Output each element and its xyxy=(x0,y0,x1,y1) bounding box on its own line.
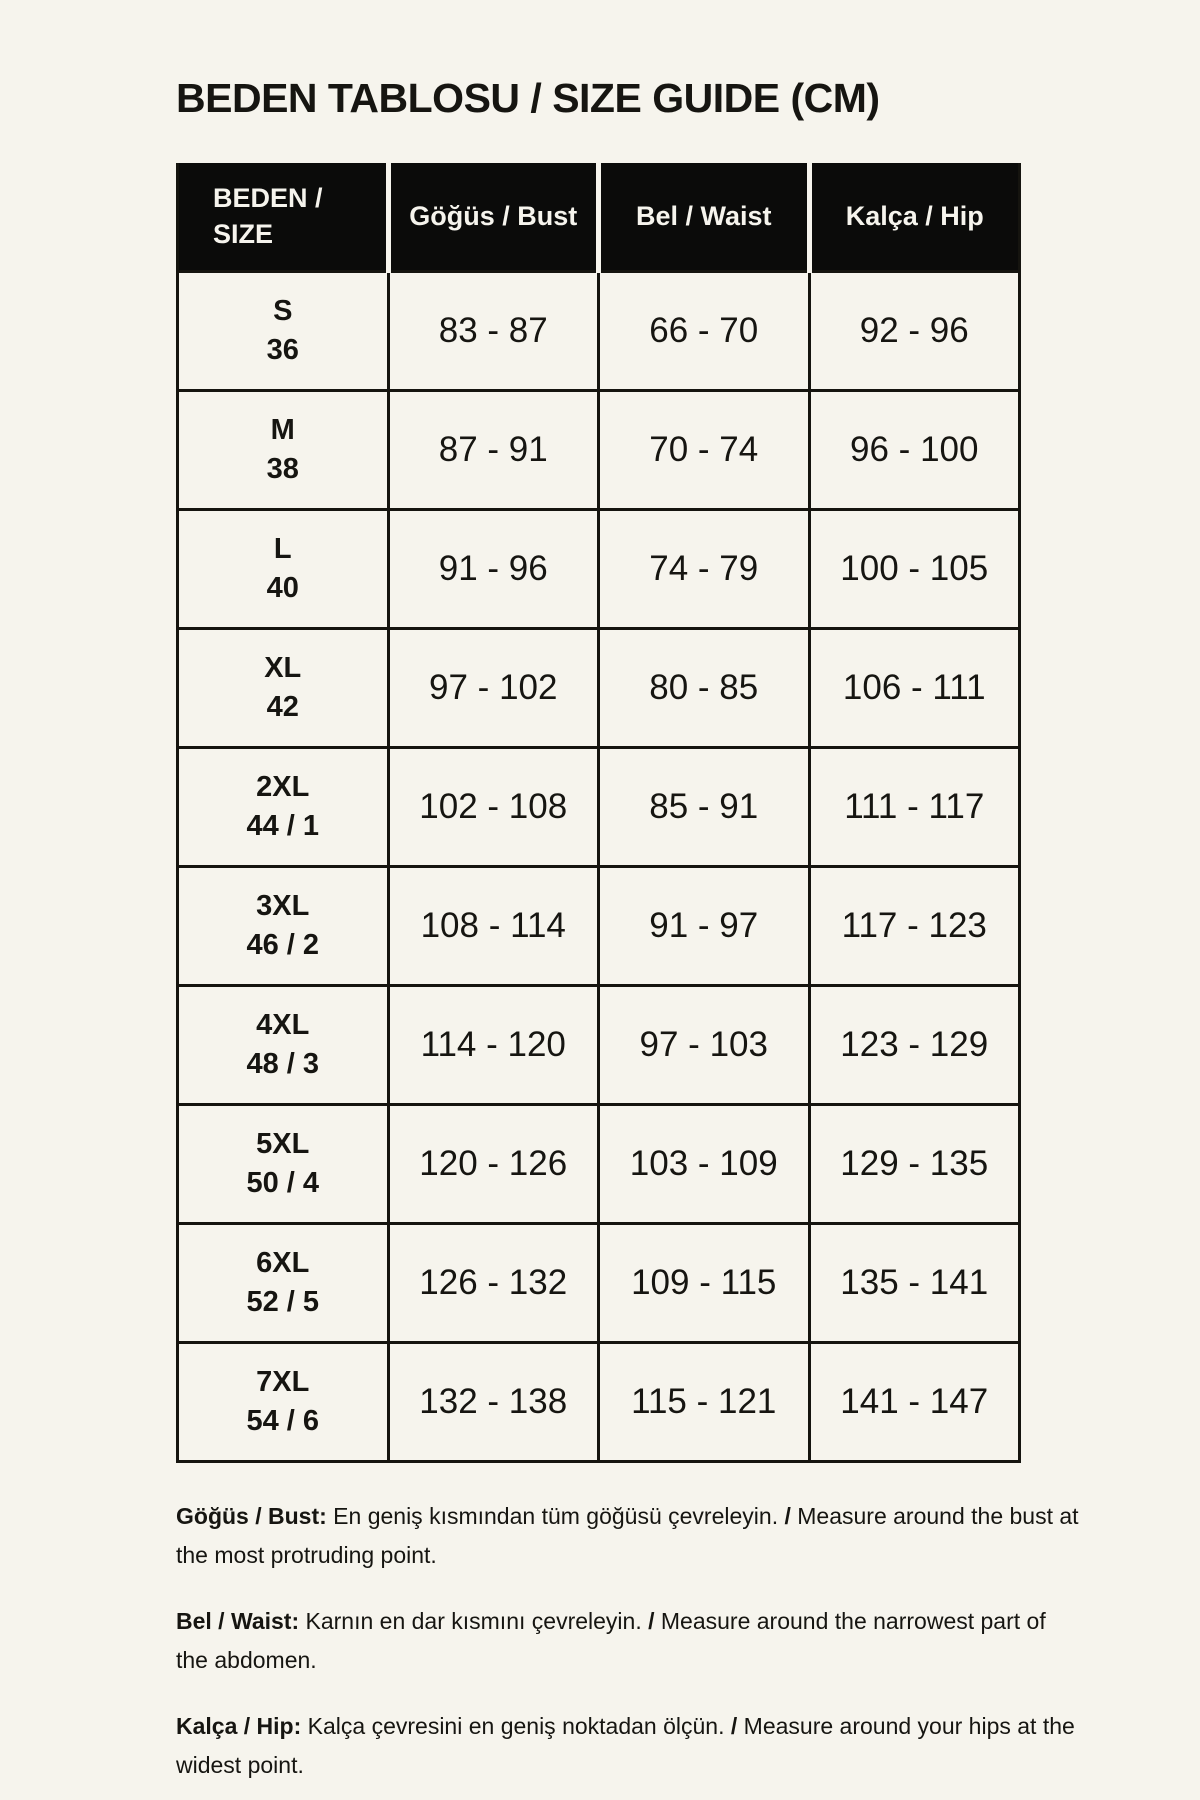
note-bust: Göğüs / Bust: En geniş kısmından tüm göğ… xyxy=(176,1497,1081,1576)
page-title: BEDEN TABLOSU / SIZE GUIDE (CM) xyxy=(176,75,880,121)
note-hip-en: Measure around your hips at the widest p… xyxy=(176,1712,1075,1779)
waist-range: 103 - 109 xyxy=(597,1102,811,1225)
note-waist-tr: Karnın en dar kısmını çevreleyin. xyxy=(305,1607,642,1634)
waist-range: 97 - 103 xyxy=(597,983,811,1106)
bust-range: 108 - 114 xyxy=(386,864,600,987)
note-waist-en: Measure around the narrowest part of the… xyxy=(176,1607,1046,1674)
table-row-4xl: 4XL 48 / 3 114 - 120 97 - 103 123 - 129 xyxy=(176,983,1021,1106)
waist-range: 115 - 121 xyxy=(597,1340,811,1463)
waist-range: 91 - 97 xyxy=(597,864,811,987)
hip-range: 129 - 135 xyxy=(807,1102,1021,1225)
bust-range: 114 - 120 xyxy=(386,983,600,1106)
waist-range: 66 - 70 xyxy=(597,269,811,392)
table-row-2xl: 2XL 44 / 1 102 - 108 85 - 91 111 - 117 xyxy=(176,745,1021,868)
waist-range: 85 - 91 xyxy=(597,745,811,868)
size-label: 6XL 52 / 5 xyxy=(176,1221,390,1344)
note-hip-tr: Kalça çevresini en geniş noktadan ölçün. xyxy=(307,1712,725,1739)
table-row-m: M 38 87 - 91 70 - 74 96 - 100 xyxy=(176,388,1021,511)
bust-range: 102 - 108 xyxy=(386,745,600,868)
header-bust: Göğüs / Bust xyxy=(385,163,601,271)
hip-range: 92 - 96 xyxy=(807,269,1021,392)
size-label: XL 42 xyxy=(176,626,390,749)
bust-range: 120 - 126 xyxy=(386,1102,600,1225)
header-row: BEDEN / SIZE Göğüs / Bust Bel / Waist Ka… xyxy=(176,163,1021,271)
header-hip: Kalça / Hip xyxy=(806,163,1021,271)
size-label: 4XL 48 / 3 xyxy=(176,983,390,1106)
note-bust-separator: / xyxy=(784,1502,791,1529)
table-row-xl: XL 42 97 - 102 80 - 85 106 - 111 xyxy=(176,626,1021,749)
bust-range: 126 - 132 xyxy=(386,1221,600,1344)
size-label: 2XL 44 / 1 xyxy=(176,745,390,868)
note-waist-separator: / xyxy=(648,1607,655,1634)
table-row-3xl: 3XL 46 / 2 108 - 114 91 - 97 117 - 123 xyxy=(176,864,1021,987)
bust-range: 97 - 102 xyxy=(386,626,600,749)
note-hip: Kalça / Hip: Kalça çevresini en geniş no… xyxy=(176,1707,1081,1786)
hip-range: 141 - 147 xyxy=(807,1340,1021,1463)
size-label: M 38 xyxy=(176,388,390,511)
hip-range: 135 - 141 xyxy=(807,1221,1021,1344)
note-hip-separator: / xyxy=(730,1712,738,1739)
waist-range: 109 - 115 xyxy=(597,1221,811,1344)
measurement-notes: Göğüs / Bust: En geniş kısmından tüm göğ… xyxy=(176,1497,1081,1786)
hip-range: 96 - 100 xyxy=(807,388,1021,511)
table-row-l: L 40 91 - 96 74 - 79 100 - 105 xyxy=(176,507,1021,630)
note-bust-tr: En geniş kısmından tüm göğüsü çevreleyin… xyxy=(333,1502,779,1529)
note-waist-label: Bel / Waist: xyxy=(176,1607,300,1634)
size-label: 3XL 46 / 2 xyxy=(176,864,390,987)
table-row-5xl: 5XL 50 / 4 120 - 126 103 - 109 129 - 135 xyxy=(176,1102,1021,1225)
size-table: BEDEN / SIZE Göğüs / Bust Bel / Waist Ka… xyxy=(176,163,1021,1463)
bust-range: 91 - 96 xyxy=(386,507,600,630)
hip-range: 123 - 129 xyxy=(807,983,1021,1106)
header-beden-size: BEDEN / SIZE xyxy=(176,163,391,271)
bust-range: 132 - 138 xyxy=(386,1340,600,1463)
size-label: 5XL 50 / 4 xyxy=(176,1102,390,1225)
size-table-body: S 36 83 - 87 66 - 70 92 - 96 M 38 87 - 9… xyxy=(176,269,1021,1463)
waist-range: 74 - 79 xyxy=(597,507,811,630)
note-bust-label: Göğüs / Bust: xyxy=(176,1502,327,1529)
header-waist: Bel / Waist xyxy=(596,163,812,271)
hip-range: 106 - 111 xyxy=(807,626,1021,749)
bust-range: 87 - 91 xyxy=(386,388,600,511)
bust-range: 83 - 87 xyxy=(386,269,600,392)
size-label: 7XL 54 / 6 xyxy=(176,1340,390,1463)
table-row-s: S 36 83 - 87 66 - 70 92 - 96 xyxy=(176,269,1021,392)
hip-range: 100 - 105 xyxy=(807,507,1021,630)
hip-range: 111 - 117 xyxy=(807,745,1021,868)
note-waist: Bel / Waist: Karnın en dar kısmını çevre… xyxy=(176,1602,1081,1681)
table-row-6xl: 6XL 52 / 5 126 - 132 109 - 115 135 - 141 xyxy=(176,1221,1021,1344)
note-hip-label: Kalça / Hip: xyxy=(176,1712,302,1739)
size-label: L 40 xyxy=(176,507,390,630)
waist-range: 80 - 85 xyxy=(597,626,811,749)
note-bust-en: Measure around the bust at the most prot… xyxy=(176,1502,1079,1569)
waist-range: 70 - 74 xyxy=(597,388,811,511)
size-label: S 36 xyxy=(176,269,390,392)
size-table-header: BEDEN / SIZE Göğüs / Bust Bel / Waist Ka… xyxy=(176,163,1021,271)
hip-range: 117 - 123 xyxy=(807,864,1021,987)
table-row-7xl: 7XL 54 / 6 132 - 138 115 - 121 141 - 147 xyxy=(176,1340,1021,1463)
